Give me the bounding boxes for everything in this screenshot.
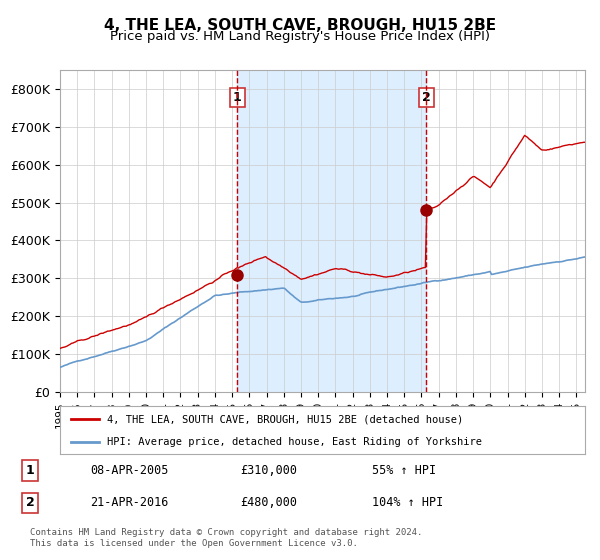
Text: 55% ↑ HPI: 55% ↑ HPI [372, 464, 436, 477]
Text: £480,000: £480,000 [240, 496, 297, 509]
Text: 104% ↑ HPI: 104% ↑ HPI [372, 496, 443, 509]
Text: 2: 2 [26, 496, 34, 509]
Text: 1: 1 [233, 91, 241, 104]
Text: Price paid vs. HM Land Registry's House Price Index (HPI): Price paid vs. HM Land Registry's House … [110, 30, 490, 43]
Bar [237, 70, 427, 392]
Text: 21-APR-2016: 21-APR-2016 [90, 496, 169, 509]
Text: £310,000: £310,000 [240, 464, 297, 477]
Text: Contains HM Land Registry data © Crown copyright and database right 2024.
This d: Contains HM Land Registry data © Crown c… [30, 528, 422, 548]
Text: 2: 2 [422, 91, 431, 104]
Text: 4, THE LEA, SOUTH CAVE, BROUGH, HU15 2BE (detached house): 4, THE LEA, SOUTH CAVE, BROUGH, HU15 2BE… [107, 414, 464, 424]
Text: 08-APR-2005: 08-APR-2005 [90, 464, 169, 477]
Text: 4, THE LEA, SOUTH CAVE, BROUGH, HU15 2BE: 4, THE LEA, SOUTH CAVE, BROUGH, HU15 2BE [104, 18, 496, 34]
Text: 1: 1 [26, 464, 34, 477]
Text: HPI: Average price, detached house, East Riding of Yorkshire: HPI: Average price, detached house, East… [107, 437, 482, 447]
